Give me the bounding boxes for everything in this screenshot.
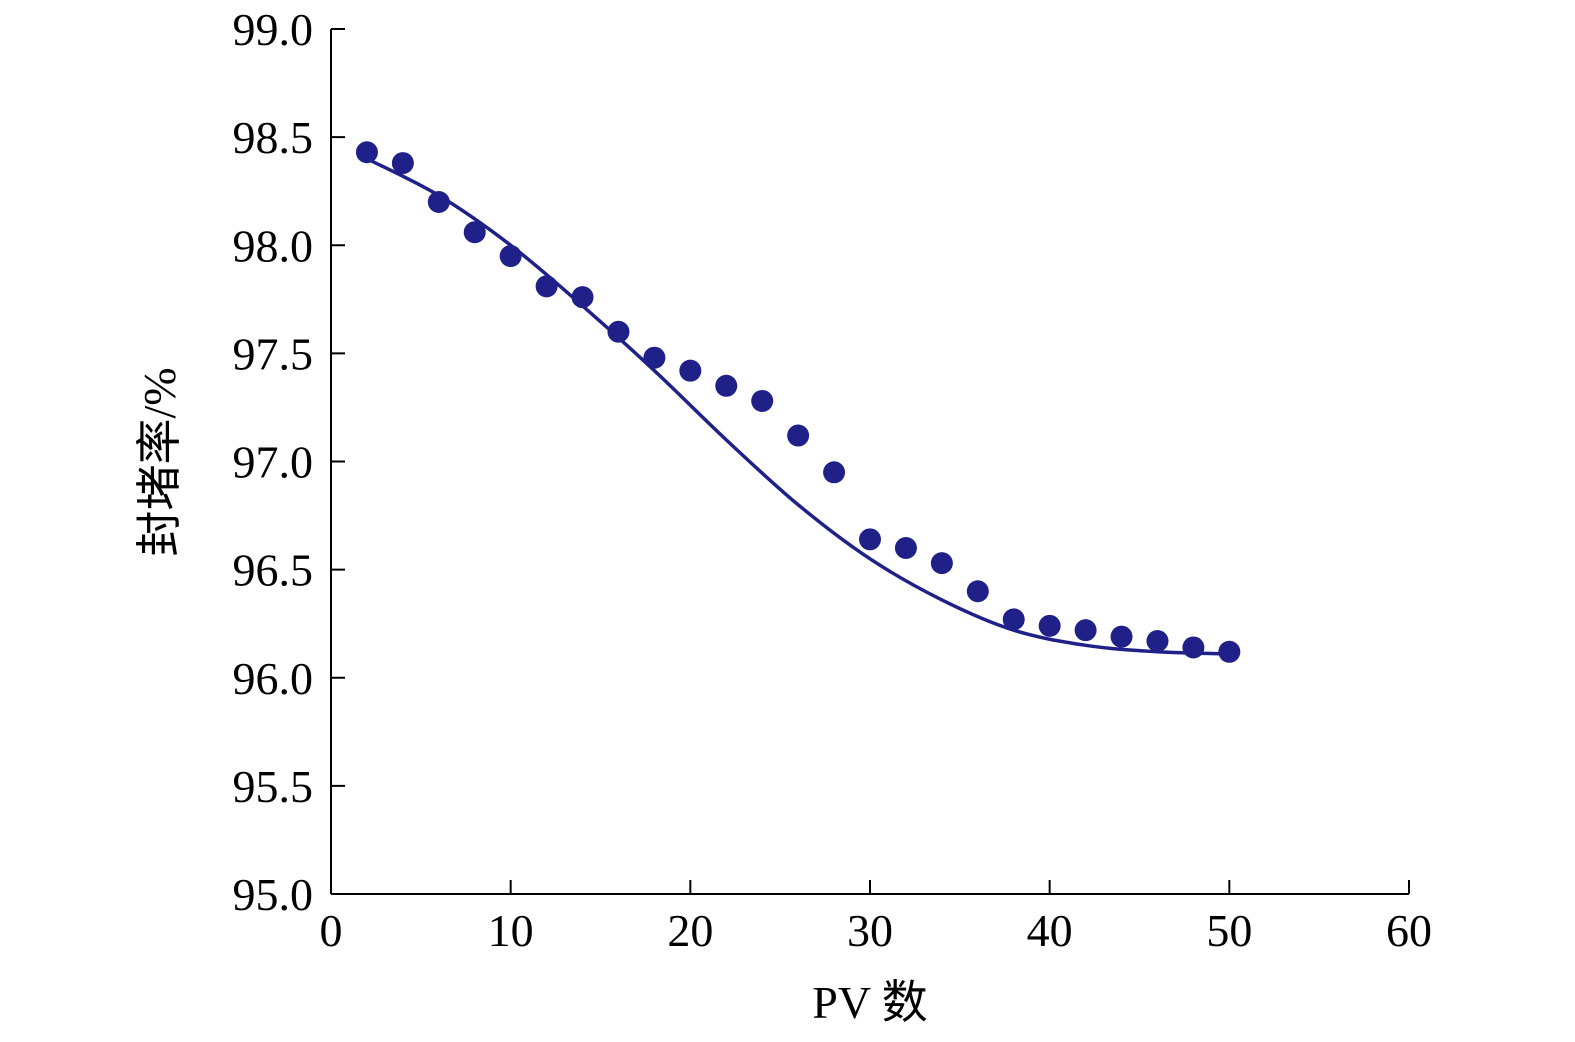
data-point: [571, 286, 594, 309]
data-point: [1146, 629, 1169, 652]
data-point: [966, 580, 989, 603]
data-point: [391, 152, 414, 175]
data-point: [607, 320, 630, 343]
x-tick-label: 30: [847, 905, 893, 956]
data-points-layer: [355, 141, 1241, 663]
x-tick-label: 0: [320, 905, 343, 956]
x-tick-label: 10: [488, 905, 534, 956]
x-tick-label: 50: [1206, 905, 1252, 956]
x-tick-label: 60: [1386, 905, 1432, 956]
data-point: [1038, 614, 1061, 637]
y-tick-label: 96.0: [233, 653, 314, 704]
x-axis-title: PV 数: [812, 977, 927, 1028]
data-point: [859, 528, 881, 551]
data-point: [894, 537, 917, 559]
x-tick-label: 20: [667, 905, 713, 956]
data-point: [499, 245, 522, 268]
y-tick-label: 97.5: [233, 328, 314, 379]
data-point: [427, 191, 450, 213]
data-point: [1074, 619, 1097, 642]
y-axis-title: 封堵率/%: [134, 367, 185, 556]
y-tick-label: 95.5: [233, 761, 314, 812]
data-point: [1002, 608, 1025, 631]
data-point: [715, 374, 738, 397]
data-point: [535, 275, 558, 298]
axes: 0 10 20 30 40 50 60 95.0 95.5 96.0 96.5 97.0 97.5 98.…: [233, 4, 1433, 956]
data-point: [823, 461, 846, 484]
y-tick-label: 98.0: [233, 220, 314, 271]
data-point: [751, 389, 774, 412]
x-tick-label: 40: [1027, 905, 1073, 956]
y-tick-label: 97.0: [233, 437, 314, 488]
y-tick-label: 96.5: [233, 545, 314, 596]
data-point: [679, 359, 702, 382]
data-point: [787, 424, 810, 447]
data-point: [1218, 640, 1241, 663]
data-point: [1182, 636, 1205, 659]
y-tick-label: 98.5: [233, 112, 314, 163]
data-point: [355, 141, 378, 164]
data-point: [643, 346, 666, 369]
y-tick-label: 95.0: [233, 869, 314, 920]
fit-curve: [366, 157, 1230, 656]
y-tick-label: 99.0: [233, 4, 314, 55]
data-point: [1110, 625, 1133, 648]
data-point: [930, 552, 953, 575]
fit-curve-layer: [366, 157, 1230, 656]
data-point: [463, 221, 486, 244]
